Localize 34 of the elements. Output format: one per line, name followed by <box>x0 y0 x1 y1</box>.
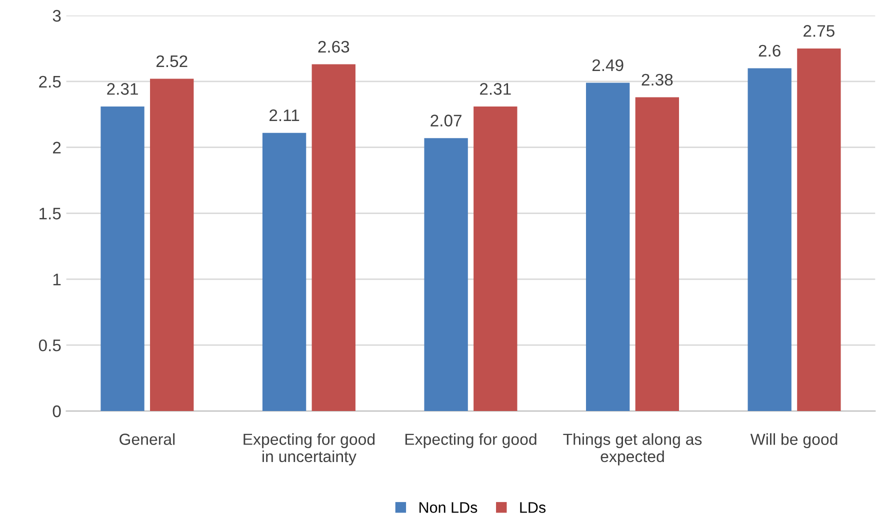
bar <box>797 48 841 412</box>
legend-label: Non LDs <box>420 502 478 513</box>
data-label: 2.11 <box>270 109 300 122</box>
bar <box>474 106 518 412</box>
data-label: 2.52 <box>156 55 188 68</box>
bar <box>748 68 792 412</box>
data-label: 2.63 <box>318 40 350 53</box>
y-tick-label: 0 <box>52 405 61 418</box>
data-label: 2.75 <box>804 25 834 37</box>
bar <box>262 132 306 412</box>
y-tick-label: 0.5 <box>38 340 61 352</box>
x-tick-label: General <box>120 433 175 445</box>
x-tick-label: Expecting for good in uncertainty <box>244 433 375 466</box>
x-tick-label: Will be good <box>750 433 838 448</box>
y-tick-label: 2 <box>53 142 61 154</box>
bar <box>424 138 468 412</box>
data-label: 2.31 <box>107 83 138 95</box>
data-label: 2.31 <box>480 83 511 95</box>
data-label: 2.49 <box>592 59 624 72</box>
legend-label: LDs <box>520 502 546 513</box>
bar <box>150 78 194 412</box>
x-tick-label: Things get along as expected <box>563 433 702 466</box>
x-tick-label: Expecting for good <box>405 433 536 448</box>
data-label: 2.07 <box>430 114 462 126</box>
y-tick-label: 1.5 <box>40 208 61 220</box>
data-label: 2.6 <box>758 44 780 57</box>
y-tick-label: 3 <box>52 10 61 22</box>
y-tick-label: 1 <box>53 274 61 286</box>
bar <box>586 82 630 412</box>
bar <box>635 97 680 412</box>
bar <box>312 64 356 412</box>
y-tick-label: 2.5 <box>39 76 61 88</box>
data-label: 2.38 <box>642 74 673 86</box>
bar <box>100 106 144 412</box>
